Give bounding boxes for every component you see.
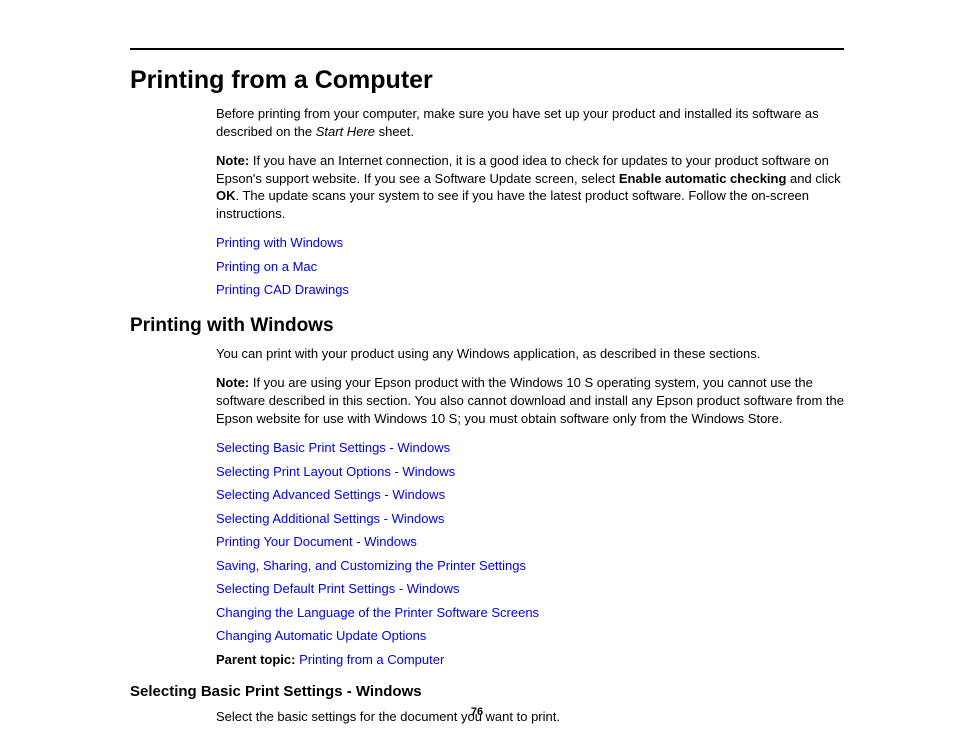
horizontal-rule [130,48,844,50]
link-item: Saving, Sharing, and Customizing the Pri… [216,557,844,575]
link-default-print-settings[interactable]: Selecting Default Print Settings - Windo… [216,581,460,596]
link-changing-language[interactable]: Changing the Language of the Printer Sof… [216,605,539,620]
heading-2: Printing with Windows [130,315,844,337]
link-list-1: Printing with Windows Printing on a Mac … [216,234,844,299]
link-advanced-settings[interactable]: Selecting Advanced Settings - Windows [216,487,445,502]
text: sheet. [375,124,414,139]
link-basic-print-settings[interactable]: Selecting Basic Print Settings - Windows [216,440,450,455]
link-item: Changing Automatic Update Options [216,627,844,645]
link-printing-document[interactable]: Printing Your Document - Windows [216,534,417,549]
link-item: Printing on a Mac [216,258,844,276]
link-item: Selecting Basic Print Settings - Windows [216,439,844,457]
note-label: Note: [216,153,249,168]
paragraph: You can print with your product using an… [216,345,844,363]
text-bold: Enable automatic checking [619,171,787,186]
link-item: Printing Your Document - Windows [216,533,844,551]
link-item: Selecting Additional Settings - Windows [216,510,844,528]
link-additional-settings[interactable]: Selecting Additional Settings - Windows [216,511,444,526]
link-item: Selecting Advanced Settings - Windows [216,486,844,504]
link-printing-mac[interactable]: Printing on a Mac [216,259,317,274]
link-item: Selecting Print Layout Options - Windows [216,463,844,481]
link-saving-sharing[interactable]: Saving, Sharing, and Customizing the Pri… [216,558,526,573]
page-number: 76 [0,706,954,718]
link-printing-windows[interactable]: Printing with Windows [216,235,343,250]
parent-topic: Parent topic: Printing from a Computer [216,651,844,669]
note-paragraph: Note: If you are using your Epson produc… [216,374,844,427]
text: Before printing from your computer, make… [216,106,819,139]
text: If you are using your Epson product with… [216,375,844,425]
link-parent-topic[interactable]: Printing from a Computer [299,652,444,667]
text-bold: OK [216,188,236,203]
link-print-layout-options[interactable]: Selecting Print Layout Options - Windows [216,464,455,479]
text-italic: Start Here [316,124,375,139]
link-item: Printing CAD Drawings [216,281,844,299]
note-paragraph: Note: If you have an Internet connection… [216,152,844,222]
section-1-body: Before printing from your computer, make… [216,105,844,299]
document-page: Printing from a Computer Before printing… [0,0,954,725]
parent-topic-label: Parent topic: [216,652,295,667]
link-list-2: Selecting Basic Print Settings - Windows… [216,439,844,645]
link-printing-cad[interactable]: Printing CAD Drawings [216,282,349,297]
heading-3: Selecting Basic Print Settings - Windows [130,683,844,700]
link-item: Selecting Default Print Settings - Windo… [216,580,844,598]
note-label: Note: [216,375,249,390]
section-2-body: You can print with your product using an… [216,345,844,669]
link-auto-update-options[interactable]: Changing Automatic Update Options [216,628,426,643]
text: and click [786,171,840,186]
link-item: Changing the Language of the Printer Sof… [216,604,844,622]
intro-paragraph: Before printing from your computer, make… [216,105,844,140]
link-item: Printing with Windows [216,234,844,252]
heading-1: Printing from a Computer [130,66,844,95]
text: . The update scans your system to see if… [216,188,809,221]
